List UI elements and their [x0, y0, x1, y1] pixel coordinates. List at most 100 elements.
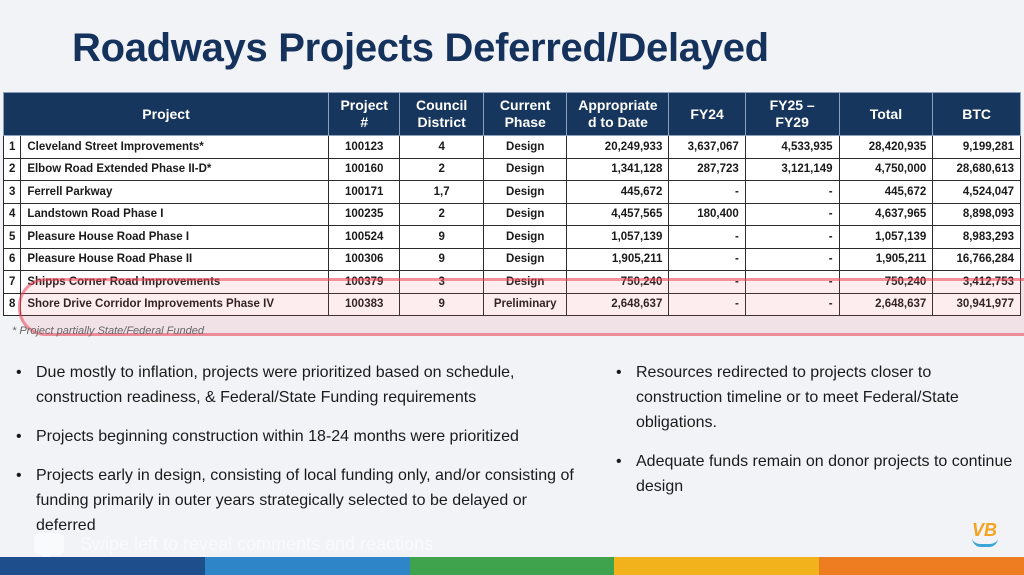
- cell-phase: Preliminary: [482, 292, 568, 316]
- cell-number: 100171: [328, 180, 401, 204]
- footnote: * Project partially State/Federal Funded: [12, 325, 204, 337]
- swipe-hint-text: Swipe left to reveal comments and reacti…: [80, 533, 434, 554]
- bullets-right: • Resources redirected to projects closer…: [614, 360, 1014, 513]
- cell-total: 2,648,637: [838, 292, 934, 316]
- cell-fy24: -: [668, 225, 746, 249]
- bullet-item: • Due mostly to inflation, projects were …: [14, 360, 589, 410]
- cell-project: Pleasure House Road Phase I: [20, 225, 330, 249]
- cell-project: Pleasure House Road Phase II: [20, 247, 330, 271]
- table-row: 2 Elbow Road Extended Phase II-D* 100160 2 D…: [2, 157, 1021, 181]
- bullet-text: Projects early in design, consisting of …: [36, 467, 574, 534]
- cell-project: Shipps Corner Road Improvements: [20, 270, 330, 294]
- cell-fy24: 180,400: [668, 202, 746, 226]
- table-row: 5 Pleasure House Road Phase I 100524 9 Desig…: [2, 225, 1021, 249]
- cell-appropriated: 2,648,637: [566, 292, 670, 316]
- cell-btc: 4,524,047: [932, 180, 1021, 204]
- cell-total: 750,240: [838, 270, 934, 294]
- comment-bubble-icon: [34, 533, 64, 561]
- table-row: 1 Cleveland Street Improvements* 100123 4 De…: [2, 135, 1021, 159]
- cell-btc: 8,898,093: [932, 202, 1021, 226]
- slide-title: Roadways Projects Deferred/Delayed: [72, 26, 769, 70]
- cell-appropriated: 4,457,565: [566, 202, 670, 226]
- bullet-dot-icon: •: [616, 364, 622, 381]
- bullet-item: • Projects early in design, consisting of…: [14, 463, 589, 538]
- cell-fy25-29: -: [744, 202, 840, 226]
- cell-phase: Design: [482, 247, 568, 271]
- cell-idx: 5: [2, 225, 22, 249]
- cell-district: 1,7: [399, 180, 484, 204]
- bullet-text: Resources redirected to projects closer …: [636, 364, 959, 431]
- bullet-text: Projects beginning construction within 1…: [36, 428, 519, 445]
- footer-color-segment: [0, 557, 205, 575]
- table-body: 1 Cleveland Street Improvements* 100123 4 De…: [2, 135, 1021, 316]
- cell-district: 9: [399, 225, 484, 249]
- cell-btc: 9,199,281: [932, 135, 1021, 159]
- cell-phase: Design: [482, 180, 568, 204]
- table-row: 8 Shore Drive Corridor Improvements Phase…: [2, 292, 1021, 316]
- cell-number: 100160: [328, 157, 401, 181]
- swipe-overlay[interactable]: Swipe left to reveal comments and reacti…: [34, 532, 434, 561]
- header-fy25-fy29: FY25 – FY29: [744, 92, 840, 136]
- cell-fy25-29: 4,533,935: [744, 135, 840, 159]
- cell-btc: 28,680,613: [932, 157, 1021, 181]
- cell-idx: 3: [2, 180, 22, 204]
- header-current-phase: Current Phase: [482, 92, 568, 136]
- bullet-dot-icon: •: [16, 364, 22, 381]
- cell-district: 9: [399, 292, 484, 316]
- bullet-dot-icon: •: [16, 467, 22, 484]
- cell-fy25-29: -: [744, 180, 840, 204]
- cell-fy24: 3,637,067: [668, 135, 746, 159]
- cell-phase: Design: [482, 202, 568, 226]
- cell-number: 100123: [328, 135, 401, 159]
- cell-fy25-29: 3,121,149: [744, 157, 840, 181]
- cell-appropriated: 20,249,933: [566, 135, 670, 159]
- bullet-text: Adequate funds remain on donor projects …: [636, 453, 1013, 495]
- footer-color-segment: [204, 557, 410, 575]
- cell-project: Shore Drive Corridor Improvements Phase …: [20, 292, 330, 316]
- projects-table-container: Project Project # Council District Current…: [2, 92, 1021, 316]
- cell-appropriated: 750,240: [566, 270, 670, 294]
- bullet-text: Due mostly to inflation, projects were p…: [36, 364, 515, 406]
- footer-color-segment: [614, 557, 820, 575]
- cell-btc: 3,412,753: [932, 270, 1021, 294]
- cell-idx: 8: [2, 292, 22, 316]
- cell-total: 4,637,965: [838, 202, 934, 226]
- cell-total: 28,420,935: [838, 135, 934, 159]
- bullet-list-right: • Resources redirected to projects closer…: [614, 360, 1014, 499]
- cell-phase: Design: [482, 225, 568, 249]
- table-header-row: Project Project # Council District Current…: [2, 92, 1021, 136]
- cell-number: 100383: [328, 292, 401, 316]
- cell-fy24: -: [668, 247, 746, 271]
- cell-appropriated: 1,341,128: [566, 157, 670, 181]
- cell-appropriated: 1,905,211: [566, 247, 670, 271]
- cell-district: 2: [399, 157, 484, 181]
- bullet-item: • Resources redirected to projects closer…: [614, 360, 1014, 435]
- table-row: 6 Pleasure House Road Phase II 100306 9 Desi…: [2, 247, 1021, 271]
- cell-fy25-29: -: [744, 247, 840, 271]
- cell-number: 100524: [328, 225, 401, 249]
- cell-number: 100306: [328, 247, 401, 271]
- cell-project: Cleveland Street Improvements*: [20, 135, 330, 159]
- table-row: 4 Landstown Road Phase I 100235 2 Design 4,45…: [2, 202, 1021, 226]
- cell-number: 100379: [328, 270, 401, 294]
- cell-btc: 16,766,284: [932, 247, 1021, 271]
- cell-idx: 4: [2, 202, 22, 226]
- cell-district: 4: [399, 135, 484, 159]
- cell-btc: 30,941,977: [932, 292, 1021, 316]
- cell-fy25-29: -: [744, 270, 840, 294]
- cell-fy24: -: [668, 270, 746, 294]
- projects-table: Project Project # Council District Current…: [2, 92, 1021, 316]
- bullet-dot-icon: •: [16, 428, 22, 445]
- cell-btc: 8,983,293: [932, 225, 1021, 249]
- bullet-item: • Projects beginning construction within …: [14, 424, 589, 449]
- cell-total: 1,905,211: [838, 247, 934, 271]
- cell-district: 2: [399, 202, 484, 226]
- header-fy24: FY24: [668, 92, 746, 136]
- cell-fy25-29: -: [744, 292, 840, 316]
- bullet-list-left: • Due mostly to inflation, projects were …: [14, 360, 589, 538]
- cell-idx: 2: [2, 157, 22, 181]
- cell-number: 100235: [328, 202, 401, 226]
- table-row: 3 Ferrell Parkway 100171 1,7 Design 445,672- -…: [2, 180, 1021, 204]
- cell-appropriated: 445,672: [566, 180, 670, 204]
- wave-icon: [972, 538, 998, 547]
